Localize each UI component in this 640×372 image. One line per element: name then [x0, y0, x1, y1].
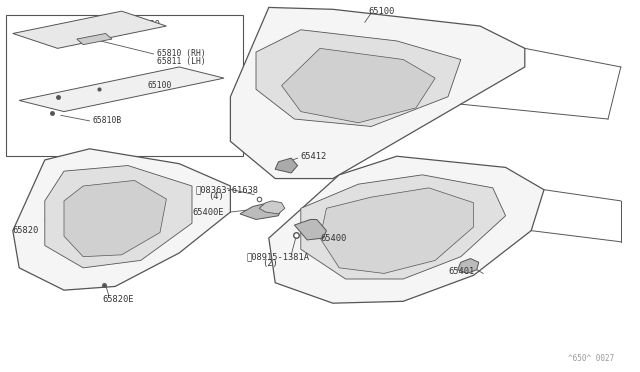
Polygon shape: [458, 259, 479, 273]
Text: 65811 (LH): 65811 (LH): [157, 57, 205, 66]
Text: 65100: 65100: [368, 7, 394, 16]
Polygon shape: [77, 33, 112, 45]
Text: 65400: 65400: [320, 234, 346, 243]
Text: Ⓠ08915-1381A: Ⓠ08915-1381A: [246, 252, 309, 261]
Text: 65820E: 65820E: [102, 295, 134, 304]
Text: ^650^ 0027: ^650^ 0027: [568, 355, 614, 363]
Text: 65820: 65820: [13, 226, 39, 235]
Polygon shape: [320, 188, 474, 273]
Bar: [6, 15, 243, 156]
Polygon shape: [301, 175, 506, 279]
Polygon shape: [259, 201, 285, 214]
Text: 65400E: 65400E: [192, 208, 223, 217]
Text: 65810B: 65810B: [93, 116, 122, 125]
Text: (2): (2): [262, 259, 278, 268]
Text: 65412: 65412: [301, 153, 327, 161]
Polygon shape: [256, 30, 461, 126]
Polygon shape: [64, 180, 166, 257]
Polygon shape: [269, 156, 544, 303]
Text: 65100: 65100: [147, 81, 172, 90]
Polygon shape: [45, 166, 192, 268]
Polygon shape: [275, 158, 298, 173]
Polygon shape: [19, 67, 224, 112]
Text: Ⓝ08363-61638: Ⓝ08363-61638: [195, 185, 258, 194]
Polygon shape: [240, 203, 282, 219]
Polygon shape: [282, 48, 435, 123]
Text: 65810 (RH): 65810 (RH): [157, 49, 205, 58]
Polygon shape: [230, 7, 525, 179]
Text: (4): (4): [208, 192, 224, 201]
Polygon shape: [13, 149, 230, 290]
Text: 65401: 65401: [448, 267, 474, 276]
Text: FROM JULY-’80: FROM JULY-’80: [90, 20, 159, 29]
Polygon shape: [294, 219, 326, 240]
Polygon shape: [13, 11, 166, 48]
